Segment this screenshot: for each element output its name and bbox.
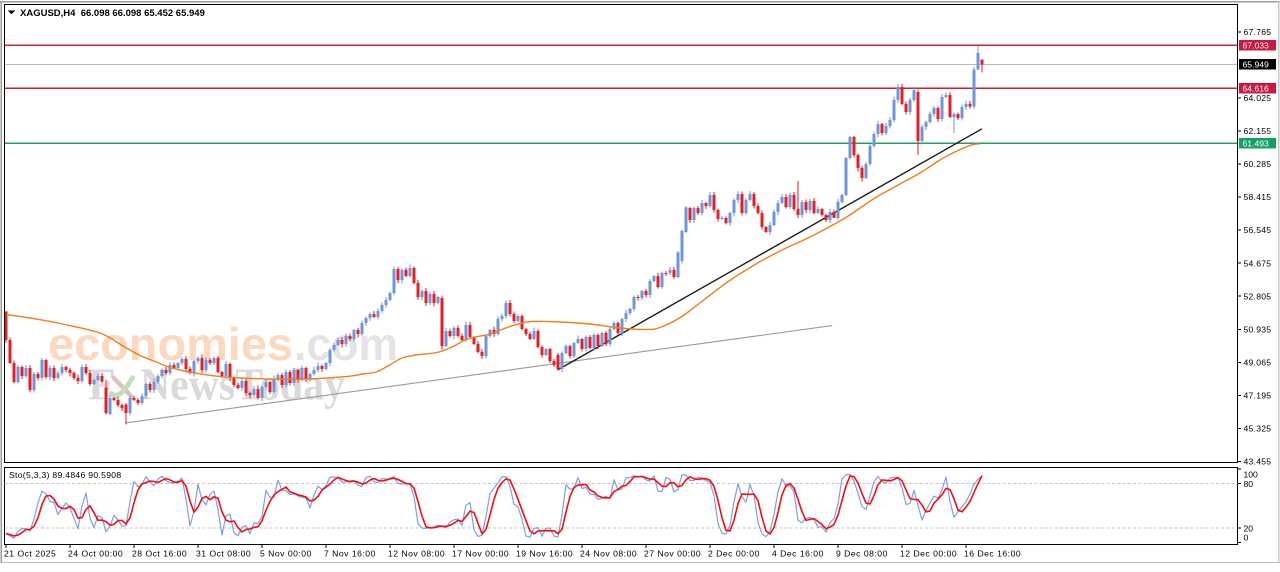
svg-text:2 Dec 00:00: 2 Dec 00:00 [708,549,760,559]
svg-text:67.765: 67.765 [1244,27,1272,37]
svg-text:65.949: 65.949 [1243,60,1270,70]
svg-text:17 Nov 00:00: 17 Nov 00:00 [452,549,509,559]
svg-text:5 Nov 00:00: 5 Nov 00:00 [260,549,312,559]
svg-text:0: 0 [1244,532,1249,542]
svg-text:45.325: 45.325 [1244,424,1272,434]
svg-text:12 Nov 08:00: 12 Nov 08:00 [388,549,445,559]
svg-text:16 Dec 16:00: 16 Dec 16:00 [964,549,1021,559]
svg-text:61.493: 61.493 [1243,139,1270,149]
svg-text:economies: economies [48,318,293,370]
svg-text:7 Nov 16:00: 7 Nov 16:00 [324,549,376,559]
svg-text:21 Oct 2025: 21 Oct 2025 [4,549,56,559]
svg-text:9 Dec 08:00: 9 Dec 08:00 [836,549,888,559]
svg-text:56.545: 56.545 [1244,225,1272,235]
svg-text:64.025: 64.025 [1244,93,1272,103]
svg-text:19 Nov 16:00: 19 Nov 16:00 [516,549,573,559]
svg-text:62.155: 62.155 [1244,126,1272,136]
svg-text:12 Dec 00:00: 12 Dec 00:00 [900,549,957,559]
svg-text:58.415: 58.415 [1244,192,1272,202]
svg-text:4 Dec 16:00: 4 Dec 16:00 [772,549,824,559]
svg-text:50.935: 50.935 [1244,324,1272,334]
svg-text:100: 100 [1244,469,1259,479]
svg-text:27 Nov 00:00: 27 Nov 00:00 [644,549,701,559]
svg-text:67.033: 67.033 [1243,40,1270,50]
svg-text:24 Oct 00:00: 24 Oct 00:00 [68,549,123,559]
svg-text:47.195: 47.195 [1244,390,1272,400]
svg-text:54.675: 54.675 [1244,258,1272,268]
svg-text:64.616: 64.616 [1243,83,1270,93]
svg-text:52.805: 52.805 [1244,291,1272,301]
svg-text:43.455: 43.455 [1244,457,1272,467]
svg-text:20: 20 [1244,523,1254,533]
svg-text:49.065: 49.065 [1244,357,1272,367]
svg-text:31 Oct 08:00: 31 Oct 08:00 [196,549,251,559]
svg-text:XAGUSD,H4 66.098 66.098 65.45: XAGUSD,H4 66.098 66.098 65.452 65.949 [20,8,205,19]
svg-text:Sto(5,3,3) 89.4846 90.5908: Sto(5,3,3) 89.4846 90.5908 [9,470,121,480]
svg-text:80: 80 [1244,479,1254,489]
svg-text:60.285: 60.285 [1244,159,1272,169]
svg-text:28 Oct 16:00: 28 Oct 16:00 [132,549,187,559]
svg-text:24 Nov 08:00: 24 Nov 08:00 [580,549,637,559]
